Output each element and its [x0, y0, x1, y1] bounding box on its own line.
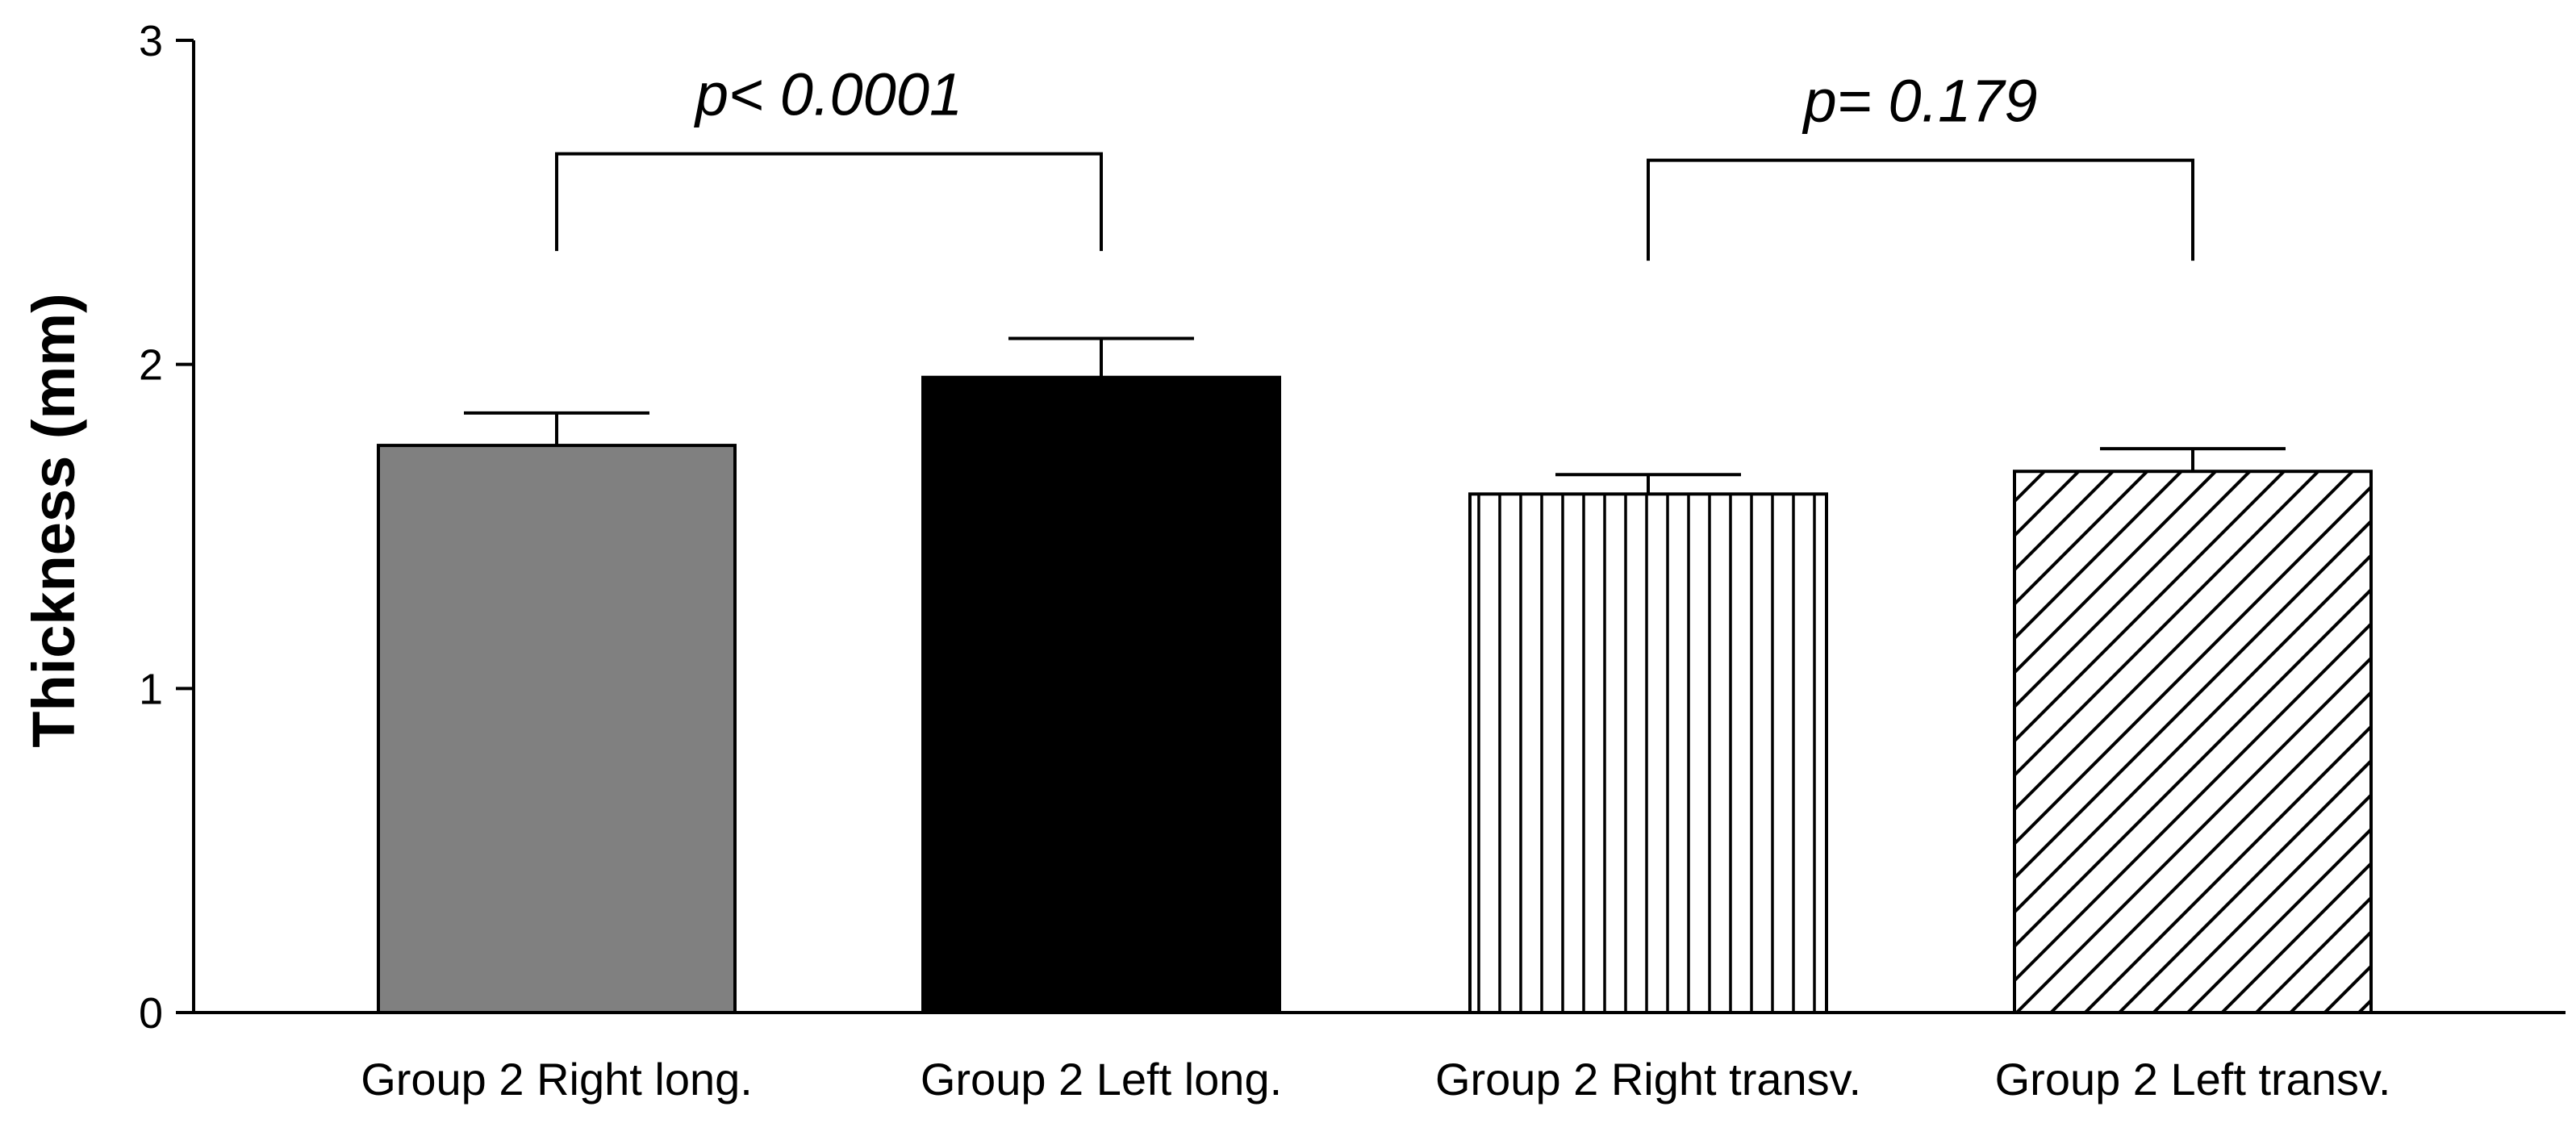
- x-tick-label-0: Group 2 Right long.: [361, 1054, 753, 1105]
- significance-bracket-0: [555, 152, 1103, 252]
- y-tick-label-0: 0: [139, 989, 163, 1038]
- significance-bracket-1: [1647, 158, 2194, 261]
- bar-3: [2013, 470, 2373, 1014]
- y-tick-label-3: 3: [139, 17, 163, 65]
- plot-area: 0 1 2 3 Group 2 Right long. Group 2 Left long…: [139, 17, 2566, 1105]
- y-tick-label-1: 1: [139, 665, 163, 713]
- x-tick-label-1: Group 2 Left long.: [921, 1054, 1282, 1105]
- bar-1: [921, 375, 1281, 1014]
- p-value-label-0: p< 0.0001: [694, 61, 962, 128]
- p-value-label-1: p= 0.179: [1802, 68, 2037, 135]
- bar-2: [1468, 492, 1828, 1014]
- y-tick-label-2: 2: [139, 341, 163, 390]
- y-axis-title: Thickness (mm): [20, 293, 87, 747]
- x-tick-label-3: Group 2 Left transv.: [1995, 1054, 2391, 1105]
- x-tick-label-2: Group 2 Right transv.: [1435, 1054, 1861, 1105]
- bar-0: [377, 444, 737, 1014]
